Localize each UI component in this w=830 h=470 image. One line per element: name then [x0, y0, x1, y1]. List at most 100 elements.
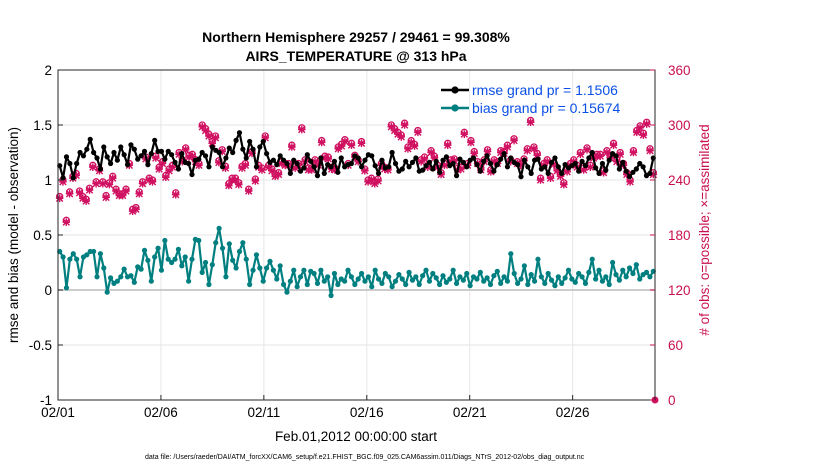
obs-possible-point	[211, 132, 220, 140]
obs-possible-point	[132, 203, 140, 212]
rmse-point	[430, 166, 436, 172]
rmse-point	[576, 168, 582, 174]
rmse-point	[508, 155, 514, 161]
obs-assimilated-point	[506, 157, 515, 166]
rmse-point	[338, 155, 344, 161]
y-right-tick-label: 300	[668, 118, 691, 133]
bias-point	[521, 263, 528, 269]
obs-assimilated-point	[543, 157, 552, 166]
bias-point	[314, 280, 321, 286]
obs-assimilated-point	[171, 190, 180, 199]
rmse-point	[586, 155, 592, 161]
bias-point	[267, 258, 273, 264]
bias-point	[535, 256, 541, 262]
bias-point	[325, 274, 331, 280]
rmse-point	[501, 151, 507, 157]
obs-assimilated-point	[102, 193, 110, 202]
obs-assimilated-point	[201, 126, 210, 135]
rmse-point	[470, 155, 477, 161]
x-tick-label: 02/26	[556, 405, 590, 420]
obs-possible-point	[162, 171, 170, 180]
bias-point	[403, 281, 409, 288]
bias-point	[253, 252, 260, 258]
rmse-point	[413, 155, 419, 161]
rmse-point	[606, 157, 612, 163]
obs-assimilated-point	[632, 128, 641, 137]
rmse-point	[223, 155, 229, 161]
bias-point	[447, 276, 453, 282]
rmse-point	[477, 168, 483, 174]
y-right-tick-label: 60	[668, 338, 683, 353]
bias-point	[148, 278, 154, 284]
rmse-point	[443, 154, 449, 160]
rmse-point	[406, 164, 412, 170]
rmse-point	[77, 149, 83, 156]
rmse-point	[74, 160, 80, 167]
rmse-point	[498, 156, 504, 162]
obs-assimilated-point	[397, 133, 406, 141]
obs-possible-point	[576, 148, 585, 157]
obs-assimilated-point	[158, 159, 167, 168]
obs-possible-point	[99, 178, 107, 186]
obs-assimilated-point	[268, 167, 276, 175]
rmse-point	[603, 167, 609, 173]
bias-point	[196, 237, 202, 244]
obs-assimilated-point	[244, 187, 253, 195]
bias-point	[352, 281, 358, 288]
bias-point	[606, 281, 612, 288]
obs-possible-point	[503, 141, 512, 149]
bias-point	[576, 270, 582, 277]
bias-point	[121, 266, 127, 272]
obs-possible-point	[374, 175, 382, 183]
bias-point	[223, 274, 229, 280]
rmse-point	[504, 164, 511, 170]
legend: rmse grand pr = 1.1506 bias grand pr = 0…	[441, 82, 620, 116]
obs-assimilated-point	[181, 145, 190, 154]
obs-assimilated-point	[483, 147, 492, 156]
bias-point	[630, 270, 636, 277]
rmse-point	[392, 160, 399, 167]
bias-point	[152, 254, 158, 260]
bias-point	[389, 284, 395, 290]
obs-assimilated-point	[98, 179, 107, 188]
bias-point	[335, 281, 341, 288]
rmse-point	[348, 160, 355, 167]
rmse-point	[633, 166, 639, 172]
rmse-point	[199, 149, 205, 156]
obs-possible-point	[268, 165, 276, 173]
rmse-point	[484, 153, 490, 159]
rmse-point	[128, 142, 134, 148]
obs-assimilated-point	[62, 218, 71, 226]
obs-possible-point	[65, 188, 74, 196]
obs-assimilated-point	[596, 152, 605, 160]
rmse-point	[260, 138, 266, 145]
rmse-point	[403, 158, 409, 164]
rmse-point	[437, 169, 443, 175]
obs-possible-point	[583, 144, 591, 152]
bias-point	[213, 240, 219, 246]
obs-assimilated-point	[165, 167, 173, 175]
bias-point	[542, 280, 548, 286]
obs-possible-point	[404, 143, 412, 151]
bias-point	[226, 241, 232, 247]
bias-point	[481, 278, 487, 284]
bias-point	[182, 254, 188, 260]
obs-assimilated-point	[354, 157, 362, 166]
rmse-point	[369, 153, 375, 159]
bias-point	[620, 267, 626, 273]
obs-assimilated-point	[148, 178, 157, 186]
obs-assimilated-point	[487, 167, 495, 176]
rmse-point	[236, 130, 243, 136]
obs-possible-point	[414, 126, 422, 135]
bias-point	[311, 270, 317, 277]
rmse-point	[389, 149, 395, 156]
obs-assimilated-point	[208, 139, 217, 148]
rmse-point	[460, 159, 466, 165]
obs-possible-point	[510, 135, 518, 143]
bias-point	[569, 276, 575, 282]
rmse-point	[114, 157, 120, 163]
obs-possible-point	[483, 146, 492, 154]
obs-assimilated-point	[616, 150, 624, 159]
bias-point	[219, 245, 226, 251]
